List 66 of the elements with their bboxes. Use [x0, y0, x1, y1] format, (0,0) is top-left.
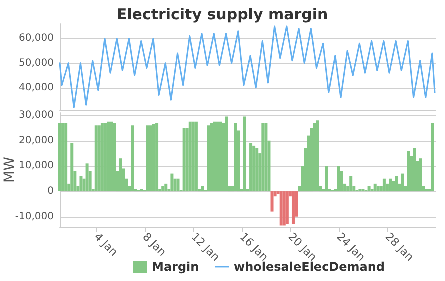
bar: [382, 178, 386, 192]
y-tick-label: 40,000: [19, 82, 54, 94]
bar: [292, 192, 295, 224]
bar: [86, 164, 89, 192]
bar: [250, 143, 253, 192]
bar: [164, 184, 168, 192]
bar: [337, 166, 340, 192]
bar: [368, 186, 371, 192]
bar: [119, 158, 122, 192]
bar: [264, 123, 268, 192]
bar: [182, 128, 186, 192]
bar: [146, 126, 150, 192]
y-tick-label: 50,000: [19, 58, 54, 69]
bar: [70, 143, 74, 192]
x-tick-label: 4 Jan: [92, 230, 120, 260]
bar: [395, 176, 398, 192]
y-tick-label: 60,000: [19, 33, 54, 44]
bar: [286, 192, 289, 224]
bar: [425, 189, 428, 192]
bar: [131, 126, 134, 192]
y-axis-title: MW: [2, 156, 18, 183]
bar: [225, 116, 228, 192]
bar: [316, 120, 320, 192]
x-tick-label: 8 Jan: [140, 230, 169, 260]
bar: [350, 176, 353, 192]
bar: [194, 122, 198, 192]
bar: [362, 189, 365, 192]
bar: [234, 123, 238, 192]
legend-label: wholesaleElecDemand: [234, 260, 386, 274]
y-tick-label: -10,000: [15, 211, 54, 222]
bar: [374, 184, 377, 192]
bar: [140, 189, 144, 192]
bar: [389, 178, 392, 192]
chart-title: Electricity supply margin: [116, 6, 328, 24]
bar: [94, 126, 98, 192]
bar: [219, 122, 222, 192]
x-tick-label: 28 Jan: [382, 230, 416, 264]
bar: [325, 166, 328, 192]
bar: [358, 189, 362, 192]
bar: [262, 123, 265, 192]
bar: [280, 192, 283, 226]
bar: [313, 123, 316, 192]
y-tick-label: 10,000: [19, 160, 54, 172]
bar: [64, 123, 68, 192]
bar: [201, 186, 204, 192]
y-tick-label: 0: [48, 186, 54, 198]
bar: [113, 123, 116, 192]
bar: [243, 116, 246, 192]
bar: [170, 174, 174, 192]
bar: [282, 192, 286, 226]
bar: [58, 123, 62, 192]
bar: [176, 178, 180, 192]
bar: [419, 158, 422, 192]
bar: [401, 174, 404, 192]
bar: [407, 151, 410, 192]
bar: [413, 148, 416, 192]
bar: [431, 123, 434, 192]
y-tick-label: 20,000: [19, 135, 54, 146]
bar: [216, 122, 220, 192]
bar: [376, 186, 380, 192]
y-tick-label: 30,000: [19, 110, 54, 122]
bar: [207, 126, 210, 192]
bar: [156, 123, 159, 192]
bar: [80, 176, 83, 192]
bar: [162, 186, 165, 192]
bar: [270, 192, 274, 212]
